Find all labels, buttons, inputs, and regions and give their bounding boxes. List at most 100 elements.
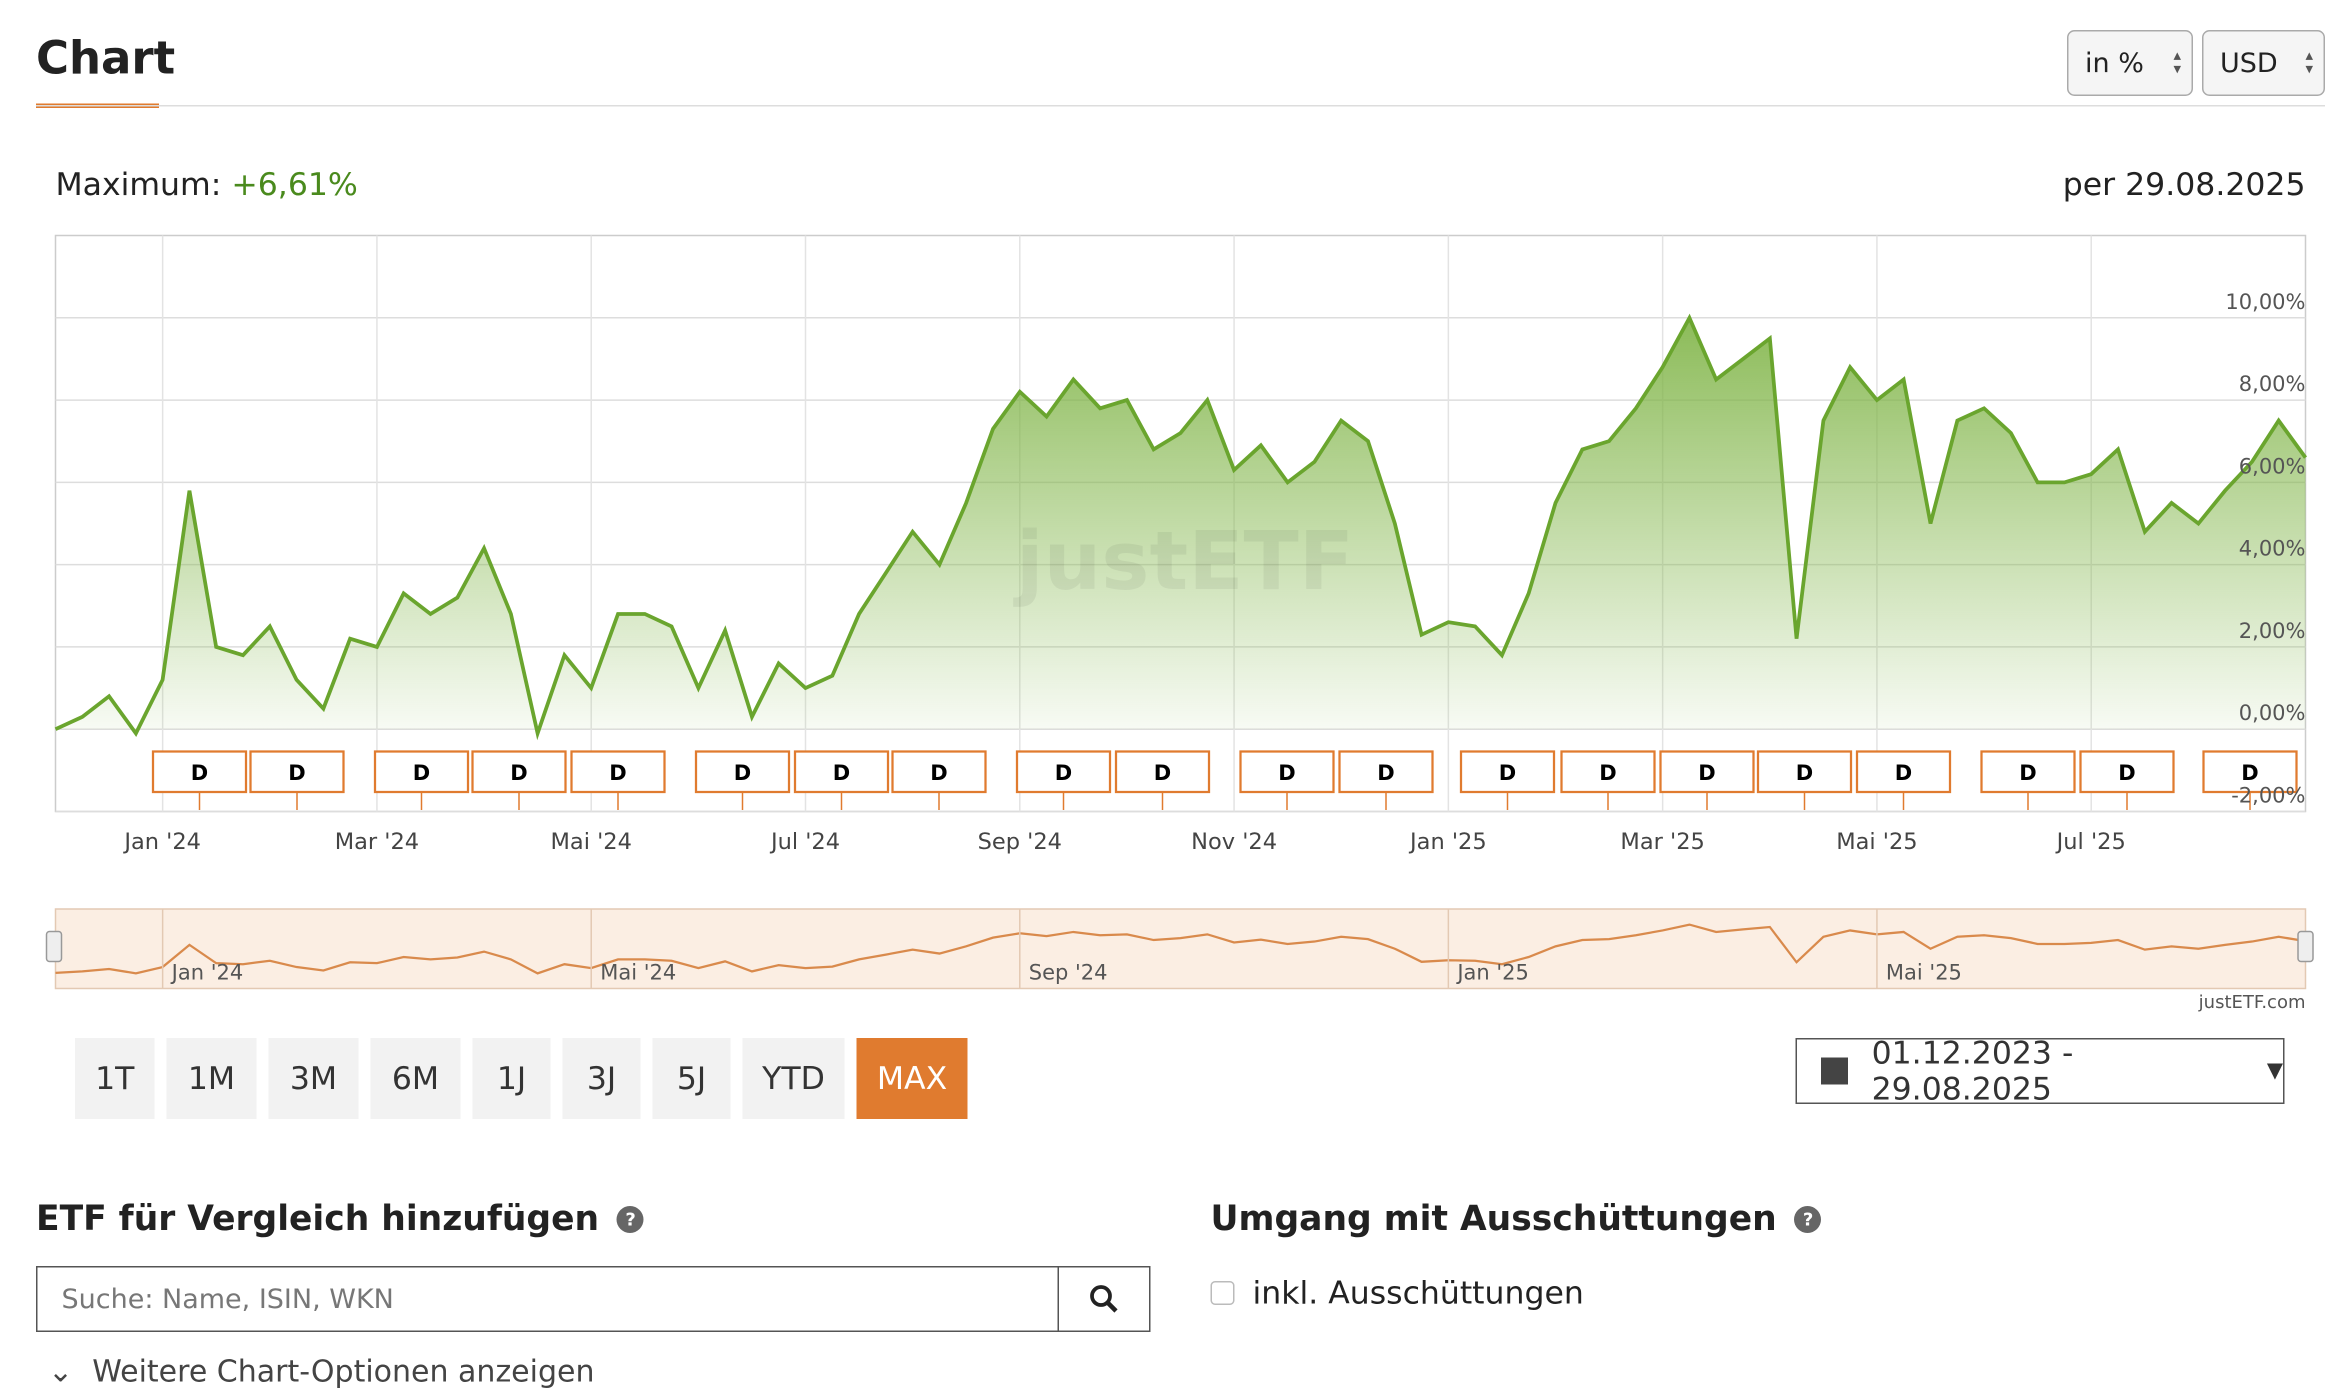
watermark: justETF [1013, 515, 1354, 609]
search-icon [1090, 1285, 1118, 1313]
navigator-label: Jan '24 [170, 961, 244, 985]
period-button[interactable]: 6M [370, 1038, 461, 1119]
flag-label: D [1895, 761, 1912, 785]
dividend-flag[interactable] [471, 750, 567, 794]
dividend-flag[interactable] [1239, 750, 1335, 794]
y-tick-label: 10,00% [2225, 290, 2305, 314]
period-button[interactable]: YTD [742, 1038, 845, 1119]
dividend-flag[interactable] [1560, 750, 1656, 794]
period-button[interactable]: 1T [75, 1038, 155, 1119]
maximum-value: +6,61% [231, 166, 358, 203]
x-tick-label: Jul '24 [769, 829, 840, 855]
period-button[interactable]: 5J [652, 1038, 731, 1119]
period-button[interactable]: 1J [472, 1038, 551, 1119]
flag-label: D [2241, 761, 2258, 785]
period-button[interactable]: 3M [268, 1038, 359, 1119]
dividend-flag[interactable] [1659, 750, 1755, 794]
dividend-flag[interactable] [1459, 750, 1556, 794]
flag-label: D [1599, 761, 1616, 785]
flag-label: D [1278, 761, 1295, 785]
navigator-label: Mai '25 [1886, 961, 1962, 985]
period-button[interactable]: 1M [166, 1038, 257, 1119]
dividend-flag[interactable] [2202, 750, 2298, 794]
dividend-flag[interactable] [1855, 750, 1952, 794]
period-button[interactable]: MAX [856, 1038, 968, 1119]
flag-label: D [1154, 761, 1171, 785]
x-tick-label: Nov '24 [1191, 829, 1277, 855]
x-tick-label: Jan '24 [122, 829, 201, 855]
distributions-title-text: Umgang mit Ausschüttungen [1210, 1200, 1777, 1239]
y-tick-label: 4,00% [2239, 537, 2306, 561]
flag-label: D [609, 761, 626, 785]
distributions-title: Umgang mit Ausschüttungen? [1211, 1200, 1822, 1239]
dividend-flag[interactable] [1756, 750, 1853, 794]
search-input[interactable]: Suche: Name, ISIN, WKN [36, 1266, 1059, 1332]
dividend-flag[interactable] [151, 750, 248, 794]
line [54, 313, 2308, 741]
flag-label: D [2019, 761, 2036, 785]
checkbox[interactable] [1210, 1281, 1235, 1305]
y-tick-label: 0,00% [2239, 701, 2306, 725]
x-tick-label: Mar '24 [335, 829, 419, 855]
flag-label: D [1499, 761, 1516, 785]
date-range-text: 01.12.2023 - 29.08.2025 [1871, 1035, 2074, 1107]
period-button[interactable]: 3J [562, 1038, 641, 1119]
x-tick-label: Mai '25 [1836, 829, 1917, 855]
credit: justETF.com [2198, 992, 2306, 1013]
navigator-label: Sep '24 [1029, 961, 1108, 985]
dividend-flag[interactable] [793, 750, 890, 794]
flag-label: D [288, 761, 305, 785]
currency-select[interactable]: USD [2202, 30, 2325, 96]
dividend-flag[interactable] [1980, 750, 2076, 794]
date-range[interactable]: 01.12.2023 - 29.08.2025 ▼ [1795, 1035, 2285, 1107]
calendar-icon [1821, 1057, 1848, 1085]
flag-label: D [1698, 761, 1715, 785]
as-of-date: per 29.08.2025 [2062, 166, 2306, 203]
x-tick-label: Mai '24 [551, 829, 632, 855]
dividend-flag[interactable] [2079, 750, 2175, 794]
navigator-label: Mai '24 [600, 961, 676, 985]
flag-label: D [413, 761, 430, 785]
navigator-handle[interactable] [45, 930, 63, 963]
checkbox-label: inkl. Ausschüttungen [1252, 1275, 1584, 1311]
dividend-flag[interactable] [1015, 750, 1112, 794]
search-button[interactable] [1057, 1266, 1151, 1332]
x-tick-label: Mar '25 [1620, 829, 1704, 855]
dividend-flag[interactable] [373, 750, 470, 794]
y-tick-label: 8,00% [2239, 372, 2306, 396]
unit-select[interactable]: in % [2067, 30, 2193, 96]
dividend-flag[interactable] [694, 750, 791, 794]
page-title: Chart [36, 33, 176, 86]
y-tick-label: 6,00% [2239, 454, 2306, 478]
divider [36, 105, 2325, 107]
distributions-option[interactable]: inkl. Ausschüttungen [1210, 1275, 1584, 1311]
dividend-flag[interactable] [891, 750, 987, 794]
y-tick-label: 2,00% [2239, 619, 2306, 643]
flag-label: D [734, 761, 751, 785]
flag-label: D [930, 761, 947, 785]
dividend-flag[interactable] [1338, 750, 1434, 794]
x-tick-label: Sep '24 [978, 829, 1062, 855]
dividend-flag[interactable] [249, 750, 345, 794]
navigator-handle[interactable] [2297, 930, 2314, 963]
flag-label: D [1055, 761, 1072, 785]
chart: justETF D D D D D D D D D D D D D D D D D D D D-2,00%0,00%2… [45, 234, 2314, 1013]
maximum-label: Maximum: [55, 166, 222, 203]
flag-label: D [1796, 761, 1813, 785]
flag-label: D [510, 761, 527, 785]
more-options-text: Weitere Chart-Optionen anzeigen [92, 1353, 595, 1389]
dividend-flag[interactable] [1114, 750, 1211, 794]
flag-label: D [2118, 761, 2135, 785]
x-tick-label: Jan '25 [1408, 829, 1487, 855]
more-options[interactable]: ⌄ Weitere Chart-Optionen anzeigen [48, 1353, 595, 1389]
navigator-line [55, 923, 2306, 975]
area [55, 317, 2306, 734]
compare-title-text: ETF für Vergleich hinzufügen [36, 1200, 600, 1239]
dividend-flag[interactable] [570, 750, 666, 794]
compare-title: ETF für Vergleich hinzufügen? [36, 1200, 645, 1239]
flag-label: D [833, 761, 850, 785]
navigator-label: Jan '25 [1455, 961, 1529, 985]
x-tick-label: Jul '25 [2055, 829, 2126, 855]
